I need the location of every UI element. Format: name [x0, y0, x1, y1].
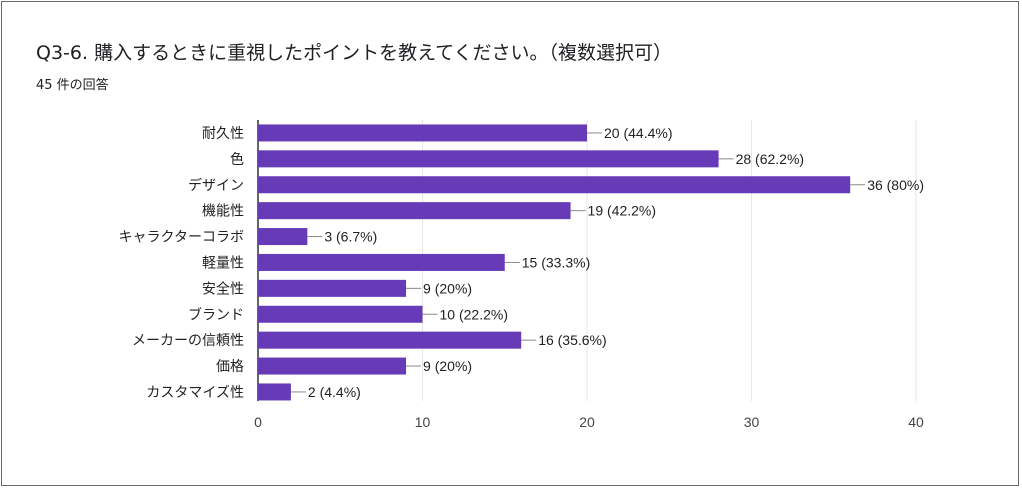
bar: [258, 176, 851, 194]
category-label: 安全性: [202, 280, 244, 297]
x-tick-label: 10: [415, 414, 431, 430]
data-label: 16 (35.6%): [538, 332, 606, 348]
category-label: キャラクターコラボ: [119, 230, 244, 246]
category-label: 軽量性: [202, 255, 244, 271]
data-label: 9 (20%): [423, 358, 472, 374]
bar: [258, 253, 505, 271]
data-label: 19 (42.2%): [588, 203, 656, 219]
category-label: カスタマイズ性: [146, 385, 244, 401]
x-tick-label: 20: [579, 414, 595, 430]
data-label: 15 (33.3%): [522, 254, 590, 270]
category-label: デザイン: [188, 177, 244, 194]
data-label: 2 (4.4%): [308, 384, 361, 400]
category-label: メーカーの信頼性: [132, 333, 244, 349]
bar: [258, 331, 522, 349]
x-tick-label: 40: [908, 414, 924, 430]
data-label: 9 (20%): [423, 280, 472, 296]
data-label: 10 (22.2%): [440, 306, 508, 322]
category-label: 色: [230, 151, 244, 168]
bar: [258, 305, 423, 323]
bar: [258, 150, 719, 168]
bar: [258, 124, 587, 142]
x-tick-label: 30: [744, 414, 760, 430]
data-label: 20 (44.4%): [604, 125, 672, 141]
bar: [258, 357, 407, 375]
bar: [258, 228, 308, 246]
bar: [258, 279, 407, 297]
data-label: 28 (62.2%): [736, 151, 804, 167]
bar: [258, 202, 571, 220]
category-label: ブランド: [188, 306, 244, 323]
bar: [258, 383, 291, 401]
category-label: 機能性: [202, 204, 244, 220]
data-label: 3 (6.7%): [324, 229, 377, 245]
x-tick-label: 0: [254, 414, 262, 430]
category-label: 耐久性: [202, 126, 244, 142]
chart-title: Q3-6. 購入するときに重視したポイントを教えてください。（複数選択可）: [36, 42, 673, 64]
data-label: 36 (80%): [867, 177, 924, 193]
category-label: 価格: [216, 359, 244, 375]
response-count: 45 件の回答: [36, 78, 109, 93]
